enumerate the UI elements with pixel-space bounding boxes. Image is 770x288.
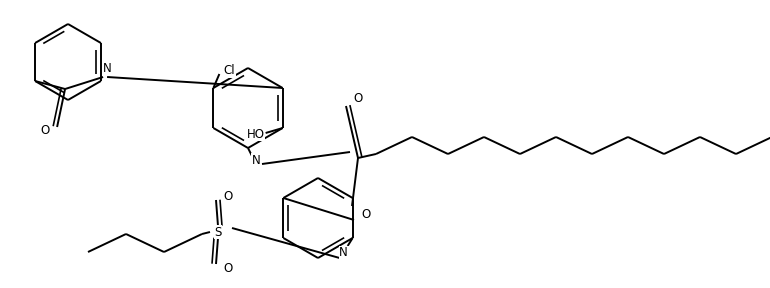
Text: O: O xyxy=(361,207,370,221)
Text: O: O xyxy=(353,92,363,105)
Text: HO: HO xyxy=(246,128,265,141)
Text: N: N xyxy=(102,62,112,75)
Text: O: O xyxy=(223,262,233,274)
Text: S: S xyxy=(214,226,222,238)
Text: N: N xyxy=(252,154,260,166)
Text: O: O xyxy=(41,124,50,137)
Text: N: N xyxy=(340,247,348,259)
Text: O: O xyxy=(223,190,233,202)
Text: Cl: Cl xyxy=(223,65,235,77)
